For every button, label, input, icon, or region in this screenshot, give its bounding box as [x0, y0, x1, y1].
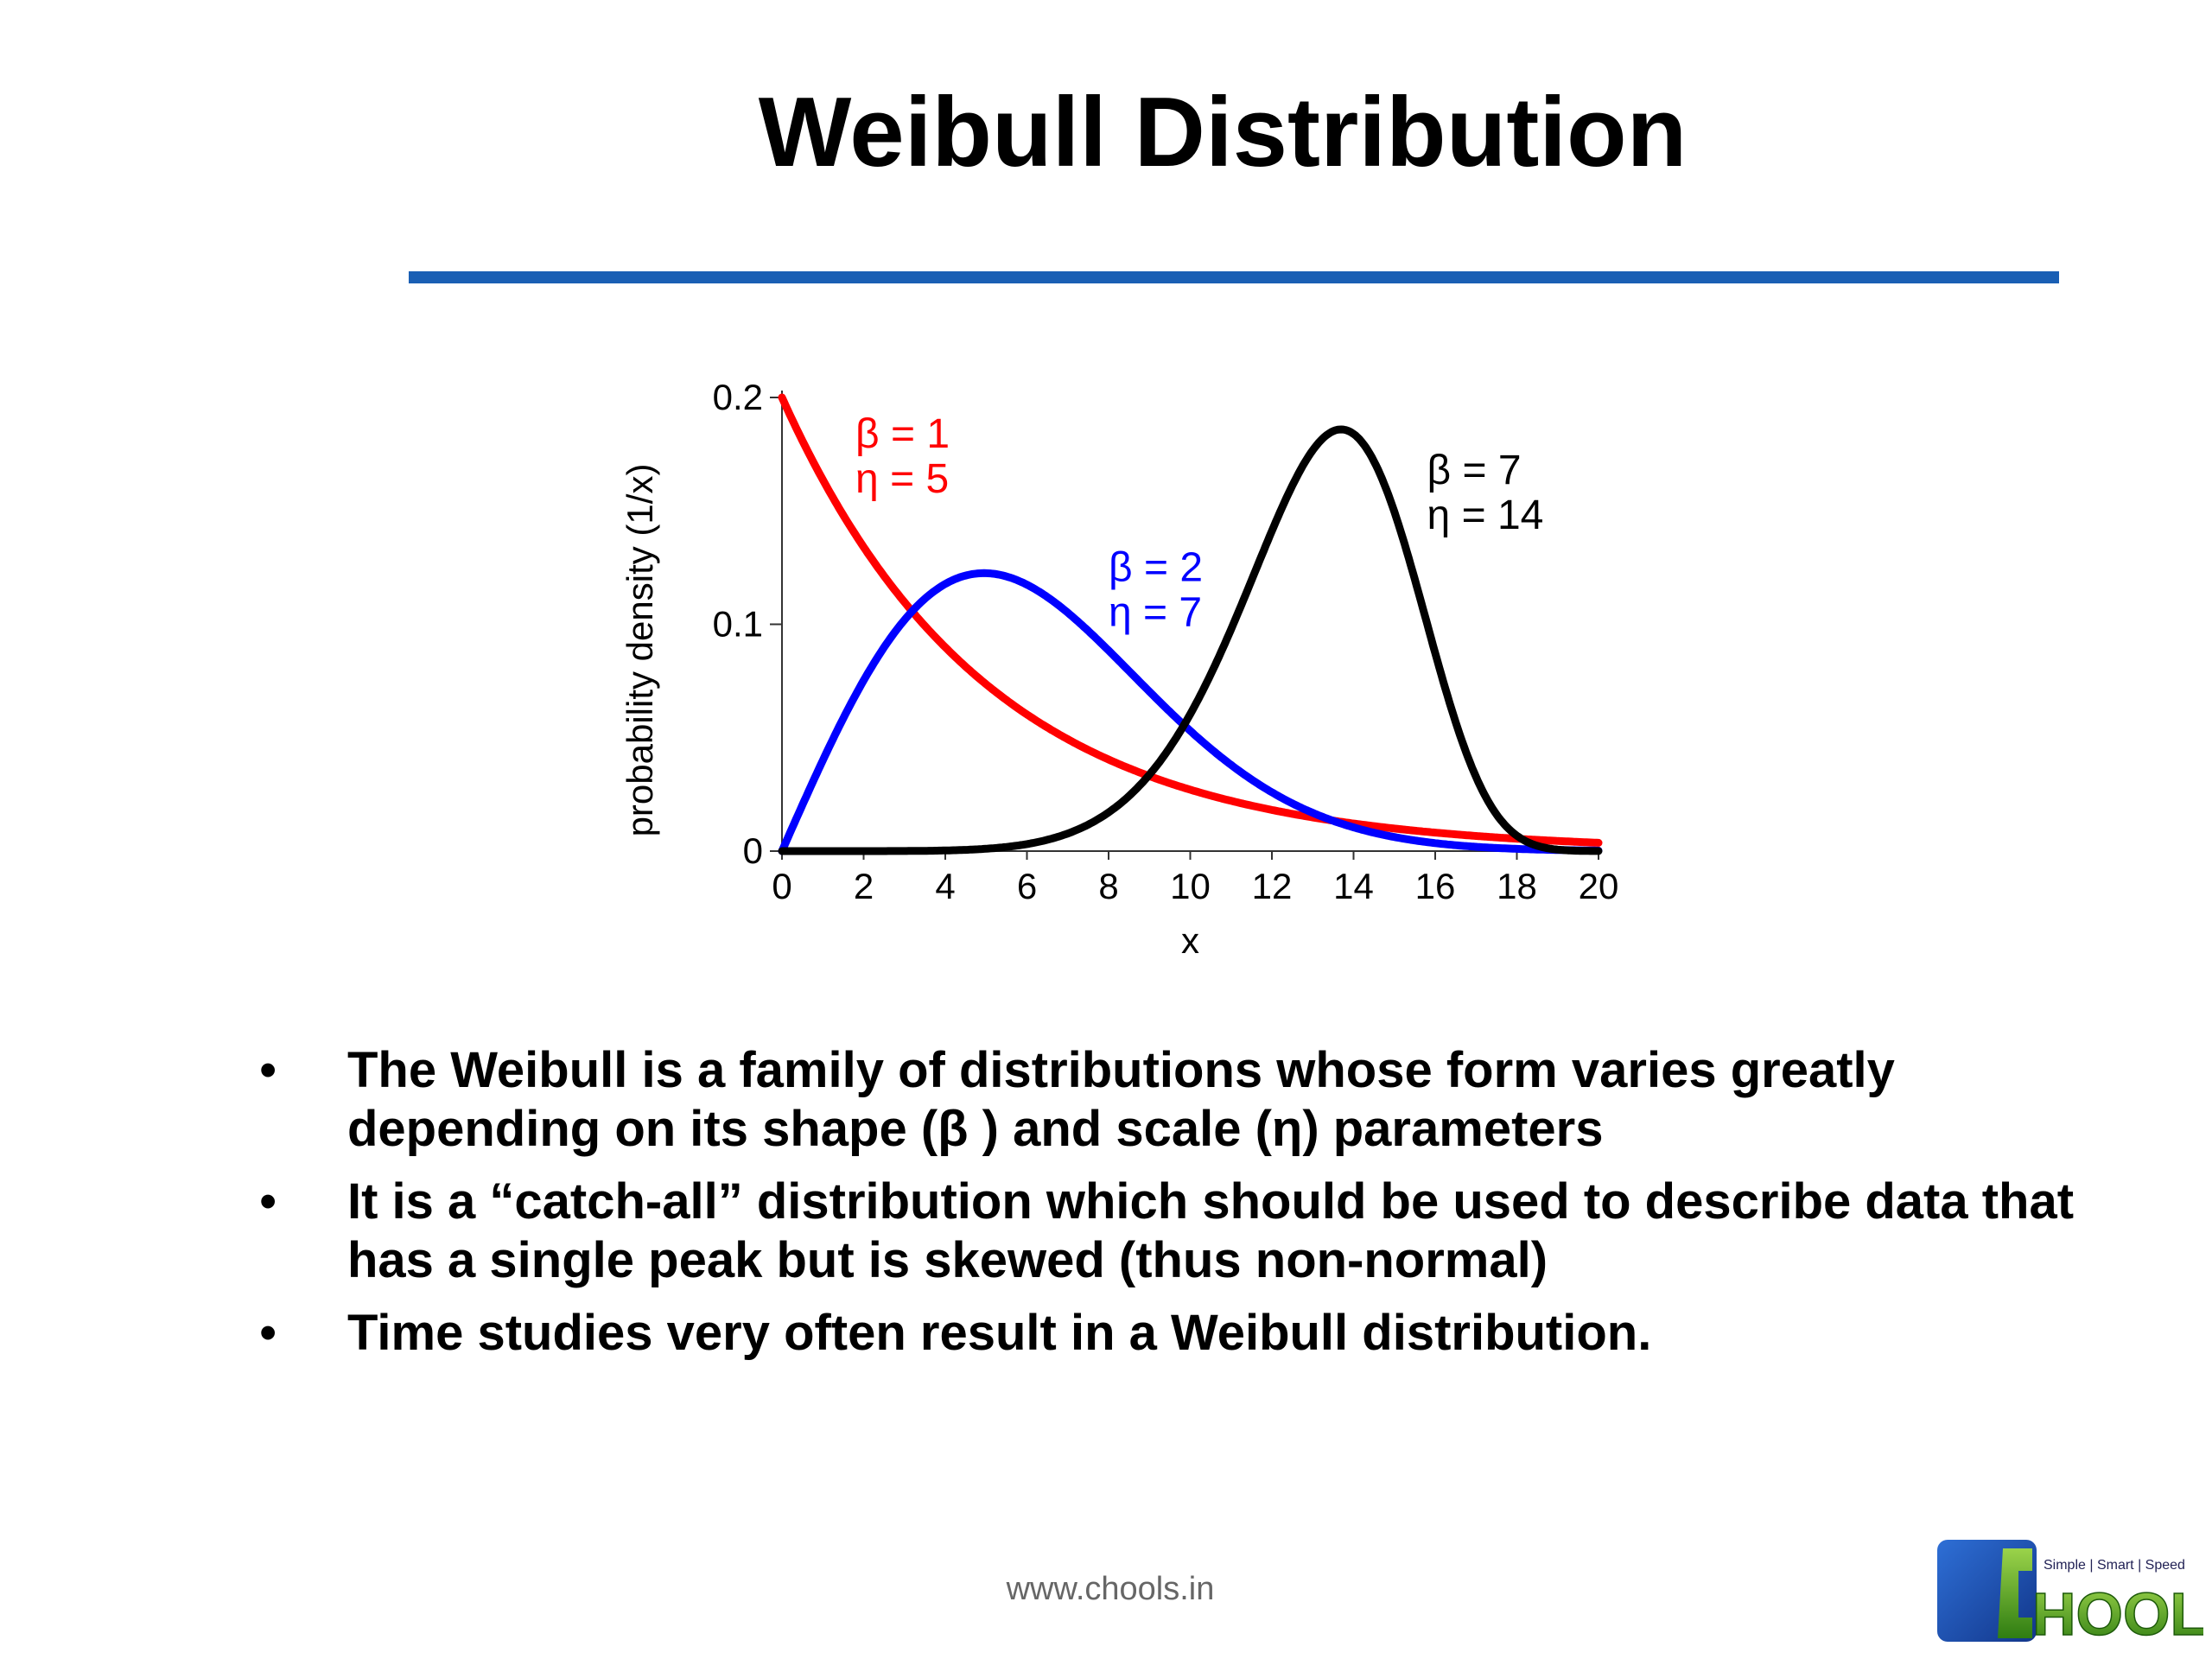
series-line-3 — [778, 425, 1603, 855]
series-labels: β = 1η = 5 β = 2η = 7 β = 7η = 14 — [855, 411, 1543, 636]
series-label-2: β = 2 — [1109, 545, 1203, 591]
bullet-item-2: • It is a “catch-all” distribution which … — [259, 1173, 2117, 1290]
y-tick-label: 0 — [743, 830, 763, 871]
bullet-text-3: Time studies very often result in a Weib… — [347, 1305, 1652, 1361]
series-line-1 — [778, 393, 1603, 847]
logo-wordmark: HOOLS — [2032, 1580, 2203, 1646]
series-label-1: β = 1 — [855, 411, 950, 457]
x-tick-label: 10 — [1170, 866, 1211, 906]
bullet-item-3: • Time studies very often result in a Wei… — [259, 1304, 2117, 1363]
x-tick-label: 20 — [1579, 866, 1619, 906]
series-label-2: η = 7 — [1109, 590, 1202, 636]
x-tick-label: 0 — [772, 866, 791, 906]
footer-url: www.chools.in — [1006, 1571, 1215, 1607]
title-underline — [409, 271, 2059, 283]
series-label-1: η = 5 — [855, 456, 949, 502]
axes: 0 2 4 6 8 10 12 14 16 18 20 0 0.1 0.2 x probability den… — [620, 377, 1618, 961]
bullet-marker: • — [259, 1042, 277, 1098]
y-tick-label: 0.2 — [713, 377, 763, 417]
series-label-3: β = 7 — [1427, 448, 1522, 493]
logo-c-shape — [1998, 1548, 2032, 1638]
x-tick-label: 4 — [935, 866, 955, 906]
x-axis-label: x — [1181, 920, 1199, 961]
chools-logo-icon: Simple | Smart | Speed HOOLS — [1937, 1540, 2212, 1649]
x-tick-label: 2 — [854, 866, 874, 906]
bullet-text-1: The Weibull is a family of distributions… — [347, 1042, 1895, 1157]
series-label-3: η = 14 — [1427, 493, 1544, 538]
bullet-marker: • — [259, 1173, 277, 1230]
bullet-text-2: It is a “catch-all” distribution which s… — [347, 1173, 2075, 1288]
y-axis-label: probability density (1/x) — [620, 464, 660, 837]
x-tick-label: 16 — [1415, 866, 1456, 906]
x-tick-label: 12 — [1252, 866, 1293, 906]
y-tick-label: 0.1 — [713, 604, 763, 645]
x-tick-label: 6 — [1017, 866, 1037, 906]
bullet-list: • The Weibull is a family of distribution… — [259, 1041, 2117, 1376]
bullet-item-1: • The Weibull is a family of distribution… — [259, 1041, 2117, 1159]
logo-tagline: Simple | Smart | Speed — [2044, 1558, 2185, 1573]
slide-title: Weibull Distribution — [758, 78, 1688, 188]
series-line-2 — [778, 569, 1603, 855]
weibull-chart: 0 2 4 6 8 10 12 14 16 18 20 0 0.1 0.2 x probability den… — [553, 363, 1676, 985]
chools-logo: Simple | Smart | Speed HOOLS — [1936, 1538, 2212, 1649]
chart-svg: 0 2 4 6 8 10 12 14 16 18 20 0 0.1 0.2 x probability den… — [620, 377, 1618, 961]
x-tick-label: 8 — [1098, 866, 1118, 906]
x-tick-label: 18 — [1497, 866, 1537, 906]
x-tick-label: 14 — [1333, 866, 1374, 906]
series-lines — [778, 393, 1603, 855]
bullet-marker: • — [259, 1305, 277, 1361]
